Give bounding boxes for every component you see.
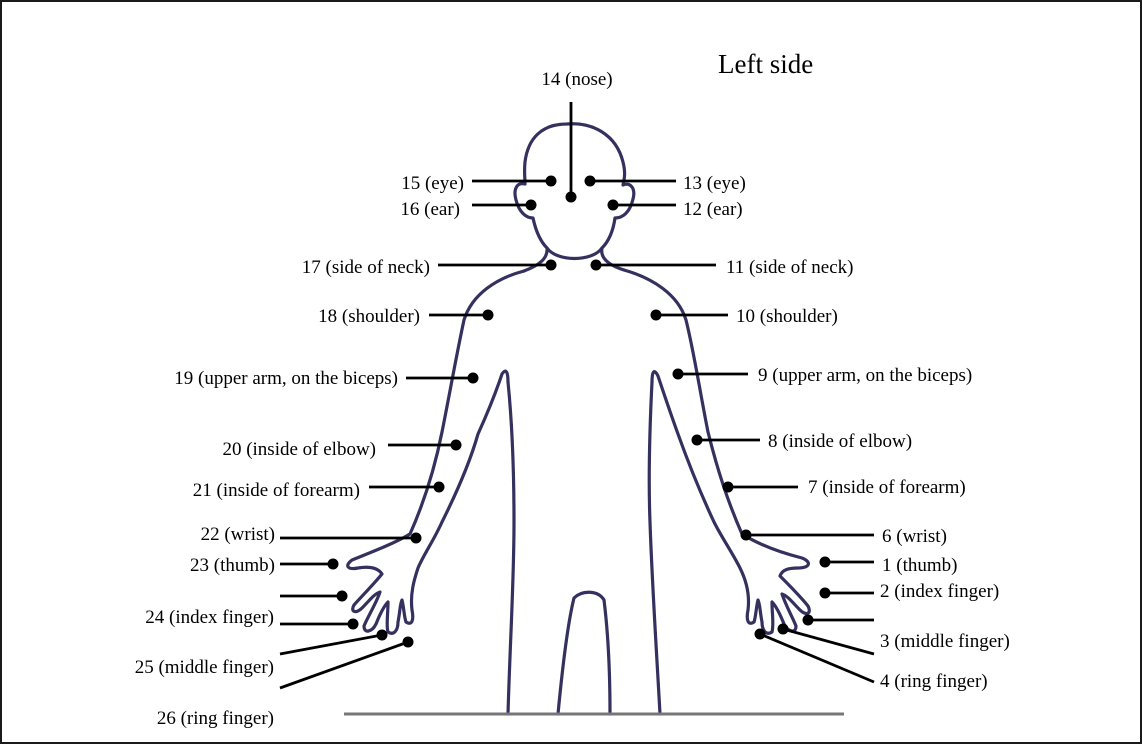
marker-16 [525, 199, 537, 211]
marker-11 [590, 259, 602, 271]
leader-4 [759, 632, 875, 684]
marker-25 [376, 629, 388, 641]
marker-20 [450, 439, 462, 451]
marker-10 [650, 309, 662, 321]
viewer-left-arm-outline [346, 269, 526, 635]
marker-15 [545, 175, 557, 187]
marker-1 [819, 556, 831, 568]
marker-7 [722, 481, 734, 493]
marker-22 [410, 532, 422, 544]
label-9: 9 (upper arm, on the biceps) [758, 365, 972, 386]
label-16: 16 (ear) [400, 199, 460, 220]
label-14: 14 (nose) [541, 69, 612, 90]
label-7: 7 (inside of forearm) [808, 477, 966, 498]
marker-14 [565, 191, 577, 203]
label-23: 23 (thumb) [190, 555, 275, 576]
label-25: 25 (middle finger) [135, 657, 274, 678]
label-21: 21 (inside of forearm) [193, 480, 360, 501]
diagram-title: Left side [718, 49, 813, 79]
marker-13 [584, 175, 596, 187]
marker-24 [347, 618, 359, 630]
torso-right-outline [647, 380, 662, 716]
marker-24a [336, 590, 348, 602]
label-19: 19 (upper arm, on the biceps) [174, 368, 398, 389]
label-4: 4 (ring finger) [880, 671, 988, 692]
leader-26 [279, 640, 409, 690]
label-2: 2 (index finger) [880, 581, 999, 602]
leader-25 [279, 633, 383, 656]
marker-23 [327, 558, 339, 570]
marker-19 [467, 372, 479, 384]
inner-legs-outline [556, 590, 612, 716]
label-15: 15 (eye) [401, 173, 464, 194]
marker-8 [691, 434, 703, 446]
marker-17 [545, 259, 557, 271]
label-1: 1 (thumb) [882, 555, 957, 576]
torso-left-outline [506, 380, 516, 716]
marker-4 [754, 628, 766, 640]
label-12: 12 (ear) [683, 199, 743, 220]
marker-2 [819, 587, 831, 599]
marker-21 [433, 481, 445, 493]
label-18: 18 (shoulder) [318, 306, 420, 327]
marker-9 [672, 368, 684, 380]
marker-6 [740, 529, 752, 541]
label-13: 13 (eye) [683, 173, 746, 194]
marker-12 [607, 199, 619, 211]
label-10: 10 (shoulder) [736, 306, 838, 327]
label-11: 11 (side of neck) [726, 257, 854, 278]
marker-18 [482, 309, 494, 321]
point-labels: 14 (nose) 13 (eye) 12 (ear) 15 (eye) 16 … [135, 69, 1010, 729]
point-markers [327, 175, 831, 648]
label-3: 3 (middle finger) [880, 631, 1010, 652]
leader-3 [782, 627, 875, 656]
label-8: 8 (inside of elbow) [768, 431, 912, 452]
label-20: 20 (inside of elbow) [222, 439, 376, 460]
leader-lines [279, 102, 875, 690]
marker-3 [777, 623, 789, 635]
label-22: 22 (wrist) [201, 524, 275, 545]
label-26: 26 (ring finger) [157, 708, 274, 729]
marker-2b [802, 614, 814, 626]
label-6: 6 (wrist) [882, 526, 947, 547]
neck-outline [545, 246, 604, 260]
marker-26 [402, 636, 414, 648]
label-24: 24 (index finger) [145, 607, 274, 628]
label-17: 17 (side of neck) [302, 257, 430, 278]
